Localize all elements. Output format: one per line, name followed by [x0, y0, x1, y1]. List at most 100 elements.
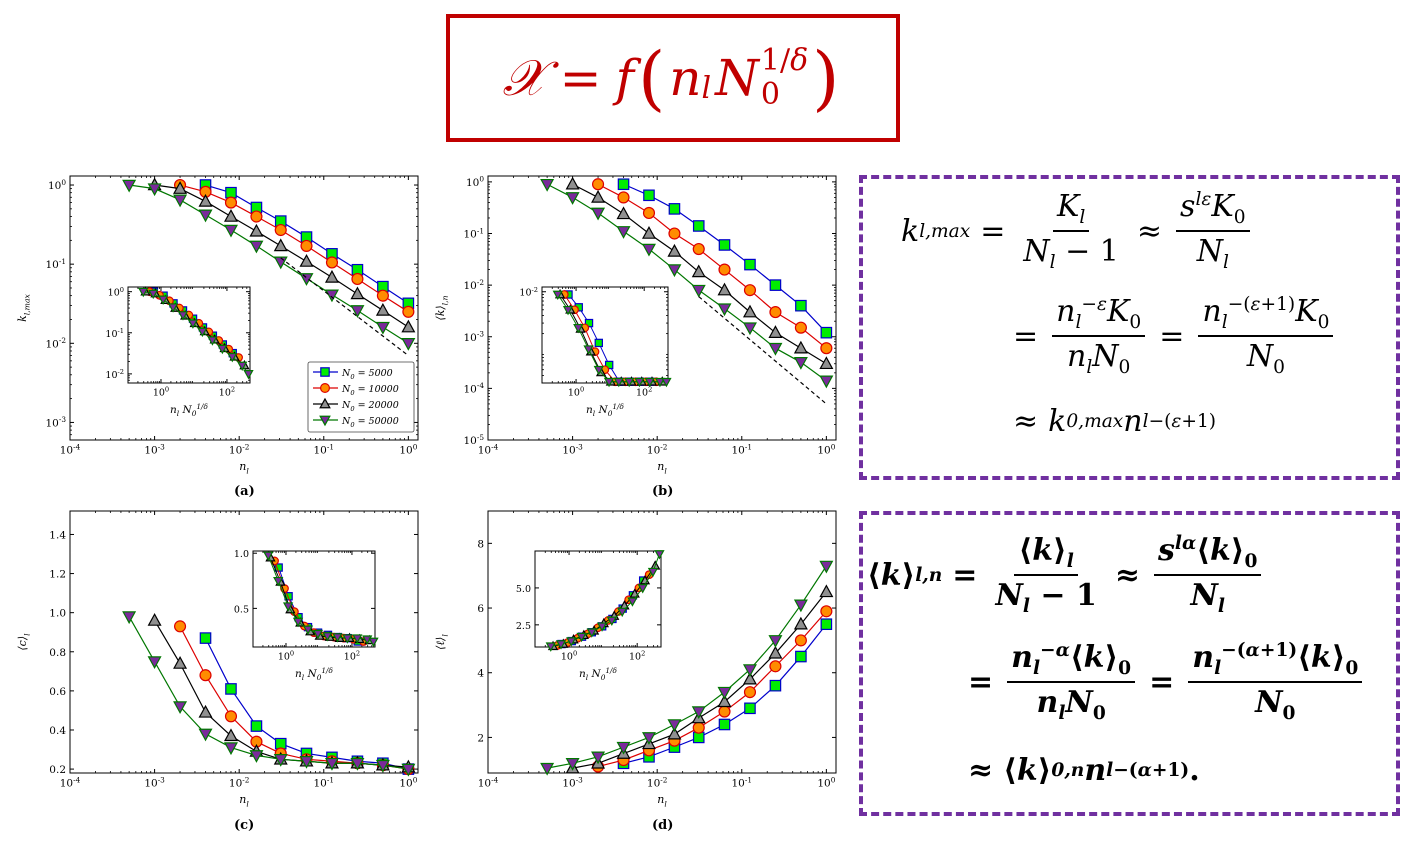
label-part: 2: [231, 386, 235, 394]
marker-tri-down: [207, 336, 218, 346]
x-tick-label: 10-4: [478, 775, 499, 789]
marker-tri-down: [227, 352, 238, 363]
x-axis-label: nl: [657, 460, 667, 475]
marker-tri-down: [616, 226, 631, 239]
marker-tri-down: [606, 616, 617, 626]
marker-triangle: [616, 206, 631, 220]
x-axis-label: nl: [239, 793, 249, 808]
marker-circle: [274, 223, 287, 237]
marker-tri-down: [603, 377, 615, 388]
label-part: n: [239, 460, 246, 473]
label-part: 0.5: [234, 604, 249, 615]
marker-circle: [351, 272, 364, 286]
marker-circle: [199, 669, 212, 682]
marker-circle: [692, 721, 705, 734]
marker-circle: [820, 342, 833, 355]
marker-circle: [642, 206, 656, 220]
marker-triangle: [768, 645, 783, 659]
marker-circle: [769, 306, 782, 319]
label-part: 0: [413, 442, 418, 451]
label-part: -3: [158, 775, 165, 784]
marker-square: [617, 178, 630, 191]
legend-label: N0 = 10000: [341, 384, 399, 397]
marker-tri-down: [565, 192, 580, 205]
label-part: -1: [118, 327, 124, 335]
label-part: 10: [463, 280, 476, 292]
marker-tri-down: [198, 728, 213, 742]
marker-circle: [591, 178, 605, 191]
formula-line-5: = nl−α⟨k⟩0 nlN0 = nl−(α+1)⟨k⟩0 N0: [958, 640, 1366, 724]
x-axis-label: nl: [657, 793, 667, 808]
marker-triangle: [641, 226, 656, 239]
marker-tri-down: [617, 607, 628, 618]
marker-tri-down: [616, 741, 631, 755]
inset-x-axis-label: nl N01/δ: [579, 666, 617, 682]
label-part: 10: [817, 778, 830, 790]
marker-tri-down: [197, 327, 208, 338]
marker-triangle: [147, 613, 162, 626]
legend-frame: [307, 361, 415, 433]
marker-tri-down: [613, 377, 624, 388]
label-part: -5: [477, 433, 484, 442]
label-part: 1/δ: [612, 402, 624, 411]
y-axis-label: ⟨c⟩l: [16, 633, 31, 651]
marker-triangle: [299, 254, 314, 267]
series-line: [597, 183, 827, 349]
marker-triangle: [742, 671, 757, 685]
label-part: N: [595, 404, 608, 416]
marker-triangle: [198, 193, 213, 207]
x-tick-label: 10-3: [562, 442, 583, 456]
label-part: -2: [660, 775, 667, 784]
label-part: n: [586, 404, 593, 416]
y-tick-label: 10-2: [519, 286, 538, 299]
label-part: 0: [317, 673, 322, 682]
marker-circle: [718, 705, 731, 718]
marker-tri-down: [583, 345, 594, 355]
marker-tri-down: [368, 637, 379, 648]
label-part: n: [657, 460, 664, 473]
label-part: 0: [831, 775, 836, 784]
label-part: l: [440, 634, 449, 637]
y-tick-label: 10-2: [45, 336, 66, 350]
x-tick-label: 100: [568, 386, 584, 399]
label-part: 1/δ: [605, 666, 617, 675]
series-line: [597, 610, 827, 768]
label-part: 10: [45, 338, 58, 350]
marker-square: [274, 737, 287, 750]
marker-tri-down: [667, 264, 682, 278]
marker-circle: [769, 660, 782, 673]
label-part: 0: [61, 178, 66, 187]
marker-tri-down: [249, 240, 264, 254]
label-part: 10: [478, 778, 491, 790]
x-tick-label: 10-1: [314, 775, 335, 789]
label-part: N: [341, 384, 351, 395]
x-tick-label: 10-2: [647, 775, 668, 789]
marker-tri-down: [768, 342, 783, 356]
label-part: -2: [59, 336, 66, 345]
marker-triangle: [319, 397, 331, 409]
marker-tri-down: [717, 686, 732, 700]
y-tick-label: 2: [477, 732, 484, 744]
formula-line-6: ≈ ⟨ k ⟩ 0,n n l −(α+1).: [968, 753, 1200, 788]
label-part: 10: [629, 652, 641, 663]
label-part: ⟨k⟩: [434, 305, 447, 320]
marker-circle: [300, 239, 313, 252]
label-part: -3: [59, 415, 66, 424]
marker-tri-down: [173, 701, 188, 715]
label-part: 1/δ: [321, 666, 333, 675]
marker-square: [692, 220, 705, 232]
marker-tri-down: [249, 750, 264, 763]
label-part: 10: [647, 445, 660, 457]
inset-x-axis-label: nl N01/δ: [295, 666, 333, 682]
marker-triangle: [401, 319, 416, 333]
marker-tri-down: [223, 224, 238, 238]
marker-square: [718, 718, 731, 731]
marker-tri-down: [319, 415, 331, 427]
marker-circle: [224, 196, 238, 209]
marker-circle: [250, 210, 263, 223]
label-part: k: [16, 315, 29, 322]
label-part: l,n: [440, 295, 449, 305]
label-part: 6: [477, 603, 484, 615]
